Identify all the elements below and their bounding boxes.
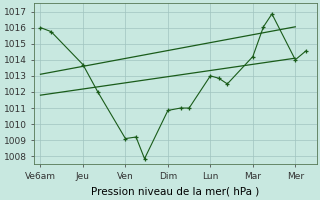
- X-axis label: Pression niveau de la mer( hPa ): Pression niveau de la mer( hPa ): [91, 187, 260, 197]
